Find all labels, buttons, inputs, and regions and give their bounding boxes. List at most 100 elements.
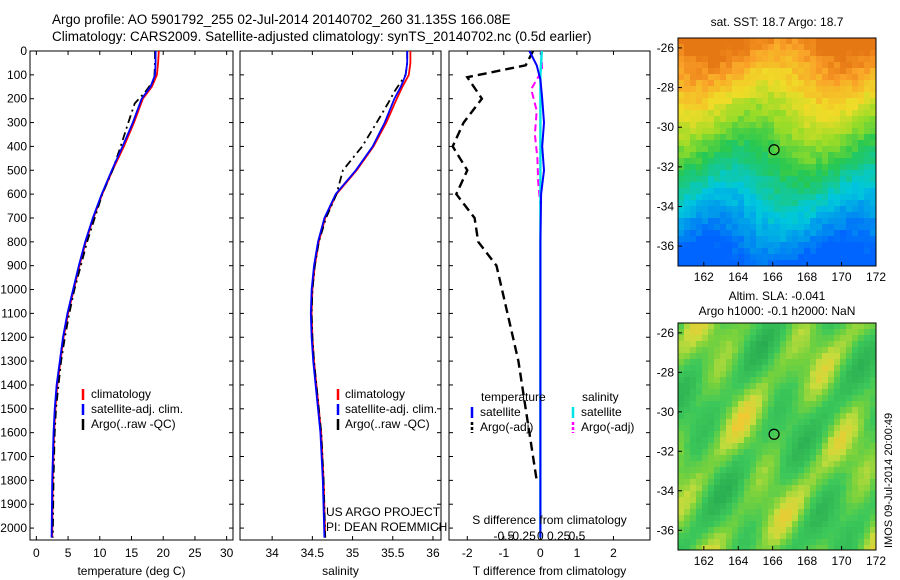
- depth-tick-label: 1900: [0, 497, 27, 511]
- legend-label: Argo(..raw -QC): [345, 417, 430, 431]
- depth-tick-label: 2000: [0, 521, 27, 535]
- map-x-tick-label: 170: [832, 554, 852, 568]
- legend-label: climatology: [345, 387, 405, 401]
- depth-tick-label: 1300: [0, 354, 27, 368]
- annotation-pi: PI: DEAN ROEMMICH: [326, 520, 447, 534]
- map-x-tick-label: 164: [728, 554, 748, 568]
- depth-tick-label: 800: [7, 235, 27, 249]
- depth-tick-label: 200: [7, 92, 27, 106]
- figure-title-line1: Argo profile: AO 5901792_255 02-Jul-2014…: [52, 12, 511, 27]
- legend-label: climatology: [91, 387, 151, 401]
- map-y-tick-label: -30: [657, 405, 675, 419]
- legend-label: satellite-adj. clim.: [345, 402, 437, 416]
- series-line-climatology-sal: [310, 51, 412, 538]
- depth-tick-label: 1600: [0, 426, 27, 440]
- x-tick-label: -1: [498, 546, 509, 560]
- imos-timestamp: IMOS 09-Jul-2014 20:00:49: [883, 412, 895, 548]
- map-frame-2: [677, 322, 877, 551]
- map-y-tick-label: -30: [657, 120, 675, 134]
- x-tick-label: 30: [220, 546, 234, 560]
- x-tick-label: 1: [574, 546, 581, 560]
- x-axis-label: T difference from climatology: [473, 564, 627, 578]
- salinity-tick-label: -0.25: [508, 529, 536, 543]
- map-x-tick-label: 166: [763, 270, 783, 284]
- map-title-sla: Altim. SLA: -0.041: [729, 289, 826, 303]
- x-tick-label: 0: [537, 546, 544, 560]
- x-axis-label: temperature (deg C): [77, 564, 185, 578]
- argo-position-marker: [768, 428, 780, 440]
- x-tick-label: 25: [188, 546, 202, 560]
- salinity-tick-label: 0.25: [547, 529, 571, 543]
- x-tick-label: 10: [93, 546, 107, 560]
- map-title-sst: sat. SST: 18.7 Argo: 18.7: [711, 15, 844, 29]
- map-image-2: [678, 323, 876, 550]
- map-y-tick-label: -26: [657, 326, 675, 340]
- legend-label: Argo(..raw -QC): [91, 417, 176, 431]
- depth-tick-label: 1500: [0, 402, 27, 416]
- argo-position-marker: [768, 144, 780, 156]
- legend-header-temperature: temperature: [481, 390, 546, 404]
- depth-tick-label: 100: [7, 68, 27, 82]
- annotation-project: US ARGO PROJECT: [326, 505, 441, 519]
- x-tick-label: 35.5: [381, 546, 405, 560]
- legend-label: Argo(-adj): [480, 420, 533, 434]
- salinity-tick-label: 0.5: [569, 529, 586, 543]
- x-axis-label: salinity: [322, 564, 359, 578]
- x-tick-label: 34: [265, 546, 279, 560]
- series-line-argo-sal: [310, 51, 409, 538]
- panel-frame-3: [448, 50, 651, 541]
- depth-tick-label: 300: [7, 116, 27, 130]
- legend-label: Argo(-adj): [581, 420, 634, 434]
- map-x-tick-label: 168: [797, 554, 817, 568]
- map-x-tick-label: 168: [797, 270, 817, 284]
- depth-tick-label: 1000: [0, 283, 27, 297]
- depth-tick-label: 400: [7, 139, 27, 153]
- x-tick-label: 34.5: [301, 546, 325, 560]
- depth-tick-label: 700: [7, 211, 27, 225]
- x-tick-label: 20: [157, 546, 171, 560]
- map-x-tick-label: 162: [694, 554, 714, 568]
- depth-tick-label: 500: [7, 163, 27, 177]
- depth-tick-label: 1800: [0, 473, 27, 487]
- depth-tick-label: 1400: [0, 378, 27, 392]
- legend-label: satellite: [480, 405, 521, 419]
- map-y-tick-label: -36: [657, 239, 675, 253]
- x-tick-label: 36: [426, 546, 440, 560]
- map-x-tick-label: 164: [728, 270, 748, 284]
- salinity-tick-label: 0: [537, 529, 544, 543]
- map-title-argo-h: Argo h1000: -0.1 h2000: NaN: [699, 304, 856, 318]
- map-x-tick-label: 172: [866, 554, 886, 568]
- map-frame-1: [677, 37, 877, 267]
- map-x-tick-label: 172: [866, 270, 886, 284]
- map-x-tick-label: 162: [694, 270, 714, 284]
- x-axis-label-top: S difference from climatology: [472, 513, 627, 527]
- series-line-argo-tdiff: [451, 50, 538, 481]
- map-y-tick-label: -36: [657, 523, 675, 537]
- legend-header-salinity: salinity: [582, 390, 619, 404]
- depth-tick-label: 1700: [0, 450, 27, 464]
- map-y-tick-label: -34: [657, 484, 675, 498]
- x-tick-label: -2: [462, 546, 473, 560]
- figure-title-line2: Climatology: CARS2009. Satellite-adjuste…: [52, 29, 592, 44]
- x-tick-label: 0: [33, 546, 40, 560]
- salinity-tick-label: -0.5: [493, 529, 514, 543]
- series-line-satellite-sal: [309, 51, 409, 538]
- series-line-satellite-temp: [50, 51, 157, 538]
- map-y-tick-label: -32: [657, 444, 675, 458]
- depth-tick-label: 900: [7, 259, 27, 273]
- panel-frame-2: [239, 50, 442, 541]
- map-x-tick-label: 170: [832, 270, 852, 284]
- series-line-satellite-tdiff: [528, 50, 546, 538]
- map-y-tick-label: -26: [657, 41, 675, 55]
- map-x-tick-label: 166: [763, 554, 783, 568]
- map-y-tick-label: -34: [657, 200, 675, 214]
- map-y-tick-label: -32: [657, 160, 675, 174]
- x-tick-label: 5: [65, 546, 72, 560]
- legend-label: satellite-adj. clim.: [91, 402, 183, 416]
- depth-tick-label: 0: [20, 44, 27, 58]
- depth-tick-label: 1100: [1, 306, 27, 320]
- x-tick-label: 15: [125, 546, 139, 560]
- depth-tick-label: 600: [7, 187, 27, 201]
- series-line-climatology-temp: [51, 50, 160, 538]
